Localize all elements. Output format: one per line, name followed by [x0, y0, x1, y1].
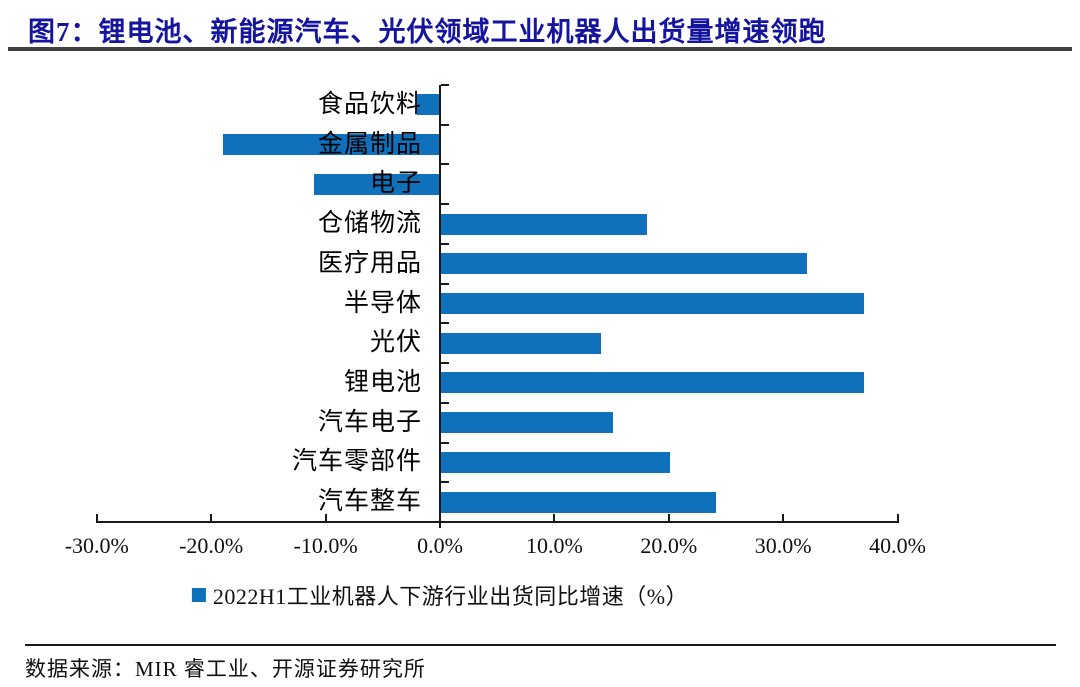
figure-title: 图7：锂电池、新能源汽车、光伏领域工业机器人出货量增速领跑	[28, 17, 827, 47]
category-axis-tick	[441, 203, 449, 206]
category-axis-tick	[441, 242, 449, 245]
bar-5	[441, 253, 808, 275]
value-axis-tick	[553, 514, 556, 523]
bar-1	[417, 94, 440, 116]
category-label: 金属制品	[317, 130, 422, 158]
bar-2	[222, 134, 440, 156]
bar-10	[441, 451, 670, 473]
bar-4	[441, 213, 647, 235]
category-label: 电子	[369, 170, 422, 198]
value-axis-tick-label: -20.0%	[179, 533, 244, 558]
value-axis-tick	[782, 514, 785, 523]
footer-divider	[25, 644, 1056, 646]
value-axis-tick	[896, 514, 899, 523]
value-axis-tick	[95, 514, 98, 523]
data-source: 数据来源：MIR 睿工业、开源证券研究所	[25, 657, 426, 681]
value-axis-tick-label: 30.0%	[754, 533, 812, 558]
category-label: 汽车零部件	[291, 448, 422, 476]
category-axis-line	[439, 85, 441, 528]
value-axis-tick-label: 20.0%	[640, 533, 698, 558]
category-axis-tick	[441, 84, 449, 86]
value-axis-tick	[667, 514, 670, 523]
category-label: 医疗用品	[317, 249, 422, 277]
category-axis-tick	[441, 521, 449, 523]
bar-3	[314, 173, 440, 195]
bar-11	[441, 491, 716, 513]
category-label: 锂电池	[343, 368, 422, 396]
legend-label: 2022H1工业机器人下游行业出货同比增速（%）	[212, 584, 689, 609]
bar-7	[441, 332, 602, 354]
bar-6	[441, 293, 865, 314]
category-axis-tick	[441, 163, 449, 166]
bar-9	[441, 412, 613, 434]
bar-8	[441, 372, 865, 394]
category-label: 汽车电子	[317, 408, 422, 436]
category-axis-tick	[441, 123, 449, 126]
chart-legend: 2022H1工业机器人下游行业出货同比增速（%）	[191, 579, 689, 611]
title-divider	[8, 47, 1072, 51]
category-label: 光伏	[369, 329, 422, 357]
category-axis-tick	[441, 322, 449, 325]
category-label: 汽车整车	[317, 488, 422, 516]
category-label: 半导体	[343, 289, 422, 317]
category-label: 食品饮料	[317, 90, 422, 118]
legend-square-icon	[191, 588, 206, 602]
value-axis-tick-label: -30.0%	[64, 533, 129, 558]
value-axis-tick-label: 40.0%	[869, 533, 926, 558]
value-axis-tick-label: -10.0%	[293, 533, 358, 558]
value-axis-tick	[210, 514, 213, 523]
value-axis-line	[96, 521, 898, 523]
category-axis-tick	[441, 282, 449, 285]
category-label: 仓储物流	[317, 210, 422, 238]
value-axis-tick	[324, 514, 327, 523]
category-axis-tick	[441, 481, 449, 484]
value-axis-tick	[439, 514, 441, 523]
category-axis-tick	[441, 362, 449, 365]
category-axis-tick	[441, 401, 449, 404]
value-axis-tick-label: 10.0%	[525, 533, 583, 558]
value-axis-tick-label: 0.0%	[417, 533, 463, 558]
category-axis-tick	[441, 441, 449, 444]
